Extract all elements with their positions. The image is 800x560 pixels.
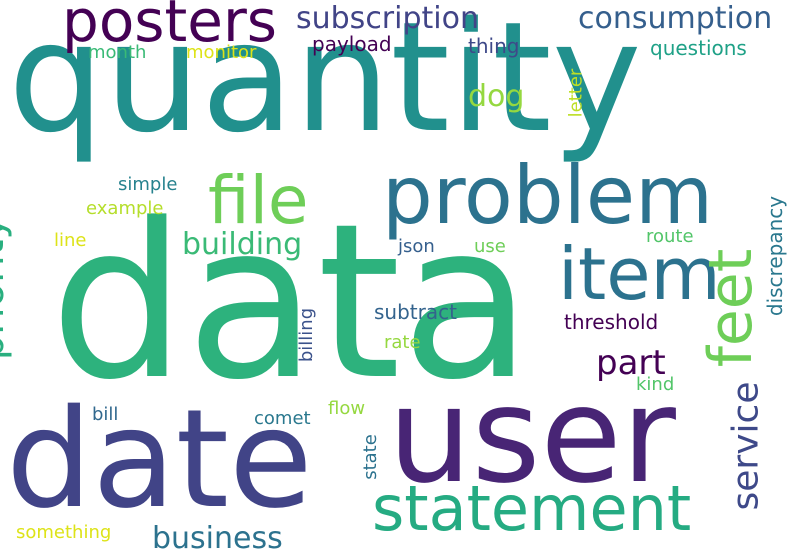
word-billing: billing xyxy=(296,307,318,363)
word-json: json xyxy=(398,236,435,257)
word-something: something xyxy=(16,522,112,543)
word-rate: rate xyxy=(384,332,421,353)
word-part: part xyxy=(596,343,666,383)
word-service: service xyxy=(725,381,767,511)
word-problem: problem xyxy=(382,149,714,242)
word-subscription: subscription xyxy=(296,1,479,36)
word-consumption: consumption xyxy=(578,1,773,36)
word-priority: priority xyxy=(0,215,14,361)
word-building: building xyxy=(182,227,303,262)
word-comet: comet xyxy=(254,408,311,429)
word-posters: posters xyxy=(62,0,278,55)
word-thing: thing xyxy=(468,34,520,58)
word-example: example xyxy=(86,198,164,219)
word-business: business xyxy=(152,521,283,556)
word-simple: simple xyxy=(118,174,178,195)
word-bill: bill xyxy=(92,404,119,425)
word-flow: flow xyxy=(328,398,366,419)
word-item: item xyxy=(558,232,721,316)
word-data: data xyxy=(50,178,533,427)
word-questions: questions xyxy=(650,36,747,60)
word-threshold: threshold xyxy=(564,310,659,334)
word-letter: letter xyxy=(565,68,587,118)
word-subtract: subtract xyxy=(374,300,457,324)
word-kind: kind xyxy=(636,374,675,395)
word-discrepancy: discrepancy xyxy=(763,195,788,317)
word-user: user xyxy=(388,359,676,513)
word-feet: feet xyxy=(696,248,767,368)
word-month: month xyxy=(88,42,147,63)
word-state: state xyxy=(359,434,381,480)
word-monitor: monitor xyxy=(186,42,257,63)
word-use: use xyxy=(474,236,506,257)
word-statement: statement xyxy=(372,472,692,545)
word-file: file xyxy=(208,162,309,239)
word-quantity: quantity xyxy=(8,0,642,166)
word-line: line xyxy=(54,230,87,251)
word-route: route xyxy=(646,226,694,247)
word-payload: payload xyxy=(312,32,392,56)
word-date: date xyxy=(6,381,313,539)
word-dog: dog xyxy=(468,79,525,114)
